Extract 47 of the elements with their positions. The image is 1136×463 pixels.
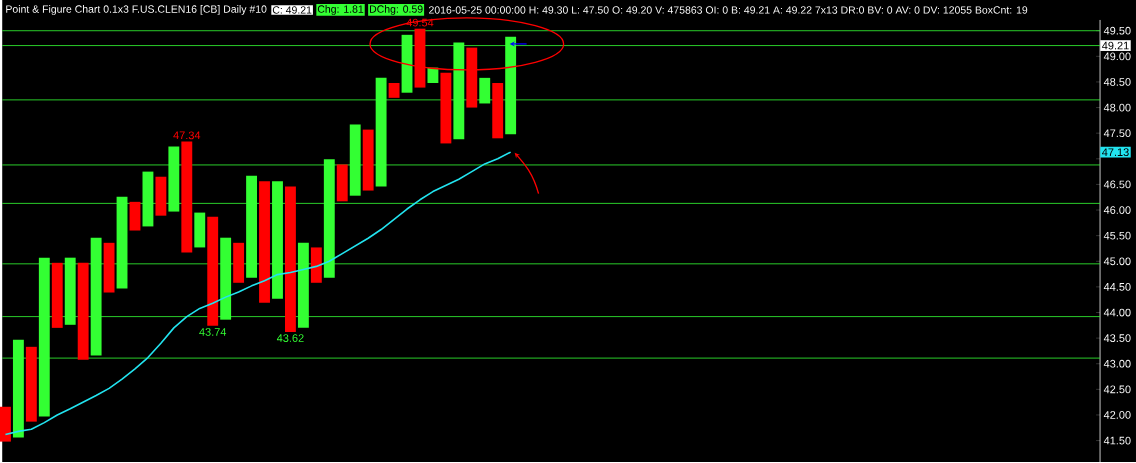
bar	[155, 176, 167, 216]
bar	[427, 67, 439, 84]
y-tick-label: 49.50	[1103, 27, 1131, 35]
y-tick-label: 44.50	[1103, 283, 1131, 292]
bar	[181, 141, 193, 253]
y-tick-label: 42.00	[1103, 411, 1131, 420]
annotation: 49.54	[406, 18, 434, 27]
text: DChg: 0.59	[369, 5, 423, 16]
annotation: 43.62	[276, 334, 304, 343]
bar	[310, 247, 322, 284]
ref-line-label: 49.21	[1102, 41, 1129, 50]
y-tick-label: 46.00	[1103, 206, 1131, 215]
text: 2016-05-25 00:00:00 H: 49.30 L: 47.50 O: 49.20 V: 475863 OI: 0 B: 49.21 A: 49.22 7x13 DR:0 BV: 0 AV: 0 DV: 12055 BoxCnt: 19	[429, 6, 1028, 14]
bar	[362, 129, 374, 191]
y-tick-label: 48.50	[1103, 78, 1131, 87]
annotation: 47.13	[1102, 148, 1129, 157]
y-tick-label: 45.50	[1103, 232, 1131, 240]
y-tick-label: 49.00	[1103, 52, 1131, 61]
bar	[492, 83, 504, 139]
annotation: 47.34	[173, 131, 201, 140]
bar	[103, 243, 115, 293]
bar	[77, 263, 89, 360]
bar	[207, 216, 219, 327]
bar	[388, 83, 400, 99]
y-tick-label: 48.00	[1103, 103, 1131, 112]
bar	[440, 72, 452, 144]
y-tick-label: 47.50	[1103, 129, 1131, 138]
bar	[259, 181, 270, 304]
y-tick-label: 45.00	[1103, 257, 1131, 266]
y-tick-label: 43.00	[1103, 360, 1131, 368]
bar	[336, 164, 348, 202]
bar	[194, 212, 206, 248]
bar	[51, 263, 63, 329]
bar	[0, 407, 11, 442]
bar	[284, 186, 296, 333]
annotation: 43.74	[199, 328, 227, 337]
y-tick-label: 44.00	[1103, 308, 1131, 317]
text: Chg: 1.81	[317, 5, 364, 16]
y-tick-label: 42.50	[1103, 385, 1131, 394]
bar	[25, 347, 37, 422]
y-tick-label: 46.50	[1103, 180, 1131, 189]
text: C: 49.21	[272, 6, 312, 14]
y-tick-label: 43.50	[1103, 334, 1131, 343]
bar	[233, 243, 245, 284]
y-tick-label: 41.50	[1103, 436, 1131, 445]
chart-title: Point & Figure Chart 0.1x3 F.US.CLEN16 [CB] Daily #10	[6, 5, 267, 16]
bar	[129, 202, 141, 231]
